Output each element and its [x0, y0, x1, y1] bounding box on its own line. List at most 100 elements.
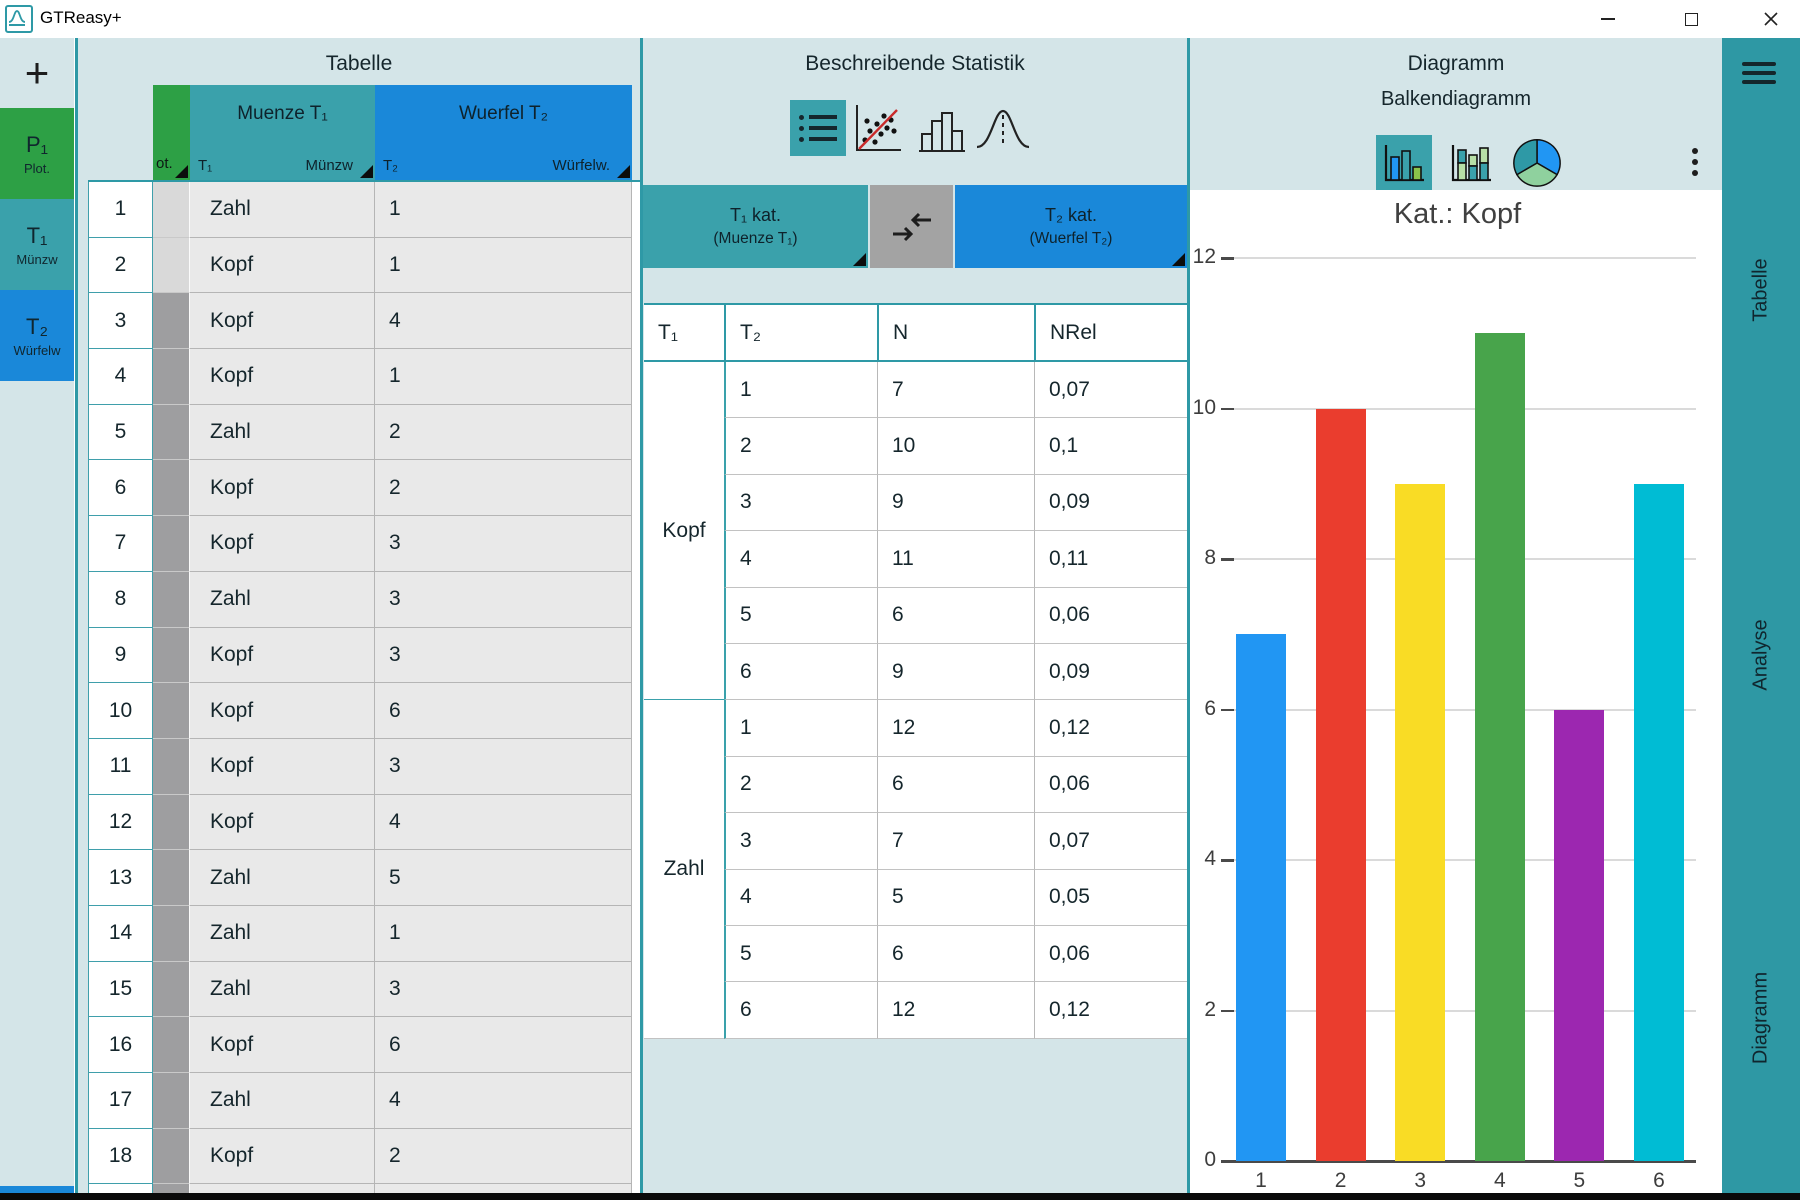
nrel-cell: 0,06: [1034, 756, 1187, 814]
table-row[interactable]: 11 Kopf 3: [88, 738, 643, 795]
table-row[interactable]: 7 Kopf 3: [88, 516, 643, 572]
row-number: 8: [88, 571, 153, 628]
table-row[interactable]: [88, 1184, 643, 1195]
t1-value: Kopf: [190, 627, 375, 684]
table-panel-title: Tabelle: [325, 52, 393, 75]
plot-flag-cell[interactable]: [153, 794, 190, 851]
sidebar-button-T1[interactable]: T₁ Münzw: [0, 199, 74, 290]
plot-flag-cell[interactable]: [153, 182, 190, 238]
sidebar-item-tabelle[interactable]: Tabelle: [1749, 258, 1772, 322]
nrel-cell: 0,07: [1034, 813, 1187, 870]
row-number: 1: [88, 182, 153, 238]
plot-flag-cell[interactable]: [153, 1017, 190, 1073]
plot-column-header[interactable]: ot.: [153, 85, 190, 180]
t2-cell: 1: [724, 700, 877, 757]
t2-category-label: T₂ kat.: [1045, 205, 1097, 225]
table-row[interactable]: 3 Kopf 4: [88, 293, 643, 350]
t2-column-header[interactable]: Wuerfel T₂ T₂ Würfelw.: [375, 85, 632, 180]
y-axis-tick: [1221, 1009, 1234, 1012]
table-row[interactable]: 6 Kopf 2: [88, 460, 643, 517]
sidebar-item-diagramm[interactable]: Diagramm: [1749, 971, 1772, 1065]
gridline: [1234, 257, 1696, 259]
stacked-bar-chart-icon[interactable]: [1442, 135, 1500, 190]
plot-flag-cell[interactable]: [153, 571, 190, 628]
freq-header[interactable]: T₂: [724, 305, 877, 362]
normal-curve-icon[interactable]: [973, 100, 1033, 156]
plot-flag-cell[interactable]: [153, 850, 190, 906]
plot-flag-cell[interactable]: [153, 237, 190, 294]
t1-category-button[interactable]: T₁ kat. (Muenze T₁): [643, 185, 868, 268]
freq-header[interactable]: N: [877, 305, 1034, 362]
freq-header[interactable]: NRel: [1034, 305, 1187, 362]
plot-flag-cell[interactable]: [153, 516, 190, 572]
table-row[interactable]: 17 Zahl 4: [88, 1073, 643, 1129]
t2-cell: 5: [724, 587, 877, 644]
gridline: [1234, 558, 1696, 560]
plot-flag-cell[interactable]: [153, 738, 190, 795]
plot-flag-cell[interactable]: [153, 404, 190, 461]
t2-value: 1: [375, 237, 632, 294]
table-row[interactable]: 2 Kopf 1: [88, 237, 643, 294]
sidebar-button-T2[interactable]: T₂ Würfelw: [0, 290, 74, 381]
table-row[interactable]: 4 Kopf 1: [88, 349, 643, 405]
plot-flag-cell[interactable]: [153, 349, 190, 405]
restore-icon: [1684, 8, 1701, 26]
row-number: 18: [88, 1128, 153, 1185]
sidebar-item-analyse[interactable]: Analyse: [1749, 619, 1772, 691]
table-row[interactable]: 9 Kopf 3: [88, 627, 643, 684]
t1-value: Zahl: [190, 571, 375, 628]
plot-flag-cell[interactable]: [153, 1184, 190, 1195]
x-axis-label: 5: [1573, 1169, 1586, 1192]
plot-flag-cell[interactable]: [153, 683, 190, 739]
n-cell: 6: [877, 587, 1034, 644]
scatter-plot-icon[interactable]: [850, 100, 904, 156]
menu-button[interactable]: [1742, 62, 1776, 84]
table-row[interactable]: 18 Kopf 2: [88, 1128, 643, 1185]
table-row[interactable]: 16 Kopf 6: [88, 1017, 643, 1073]
t2-cell: 6: [724, 982, 877, 1039]
histogram-icon[interactable]: [915, 100, 967, 156]
chart-bar: [1634, 483, 1684, 1161]
table-row[interactable]: 15 Zahl 3: [88, 961, 643, 1018]
plot-flag-cell[interactable]: [153, 1128, 190, 1185]
close-button[interactable]: [1748, 0, 1794, 38]
swap-variables-button[interactable]: [870, 185, 953, 268]
n-cell: 10: [877, 418, 1034, 475]
table-row[interactable]: 5 Zahl 2: [88, 404, 643, 461]
plot-flag-cell[interactable]: [153, 460, 190, 517]
next-button-partial[interactable]: [0, 1186, 74, 1193]
left-sidebar: + P₁ Plot. T₁ Münzw T₂ Würfelw: [0, 38, 74, 1193]
freq-header[interactable]: T₁: [644, 305, 724, 362]
t1-column-header[interactable]: Muenze T₁ T₁ Münzw: [190, 85, 375, 180]
data-table-body: 1 Zahl 1 2 Kopf 1 3 Kopf 4 4 Kopf 1 5 Zahl 2 6 Kopf 2 7 Kop…: [88, 180, 643, 1195]
t2-column-unit: Würfelw.: [552, 157, 610, 174]
minimize-button[interactable]: [1585, 0, 1631, 38]
more-options-button[interactable]: [1692, 148, 1698, 176]
plot-flag-cell[interactable]: [153, 961, 190, 1018]
table-row[interactable]: 10 Kopf 6: [88, 683, 643, 739]
pie-chart-icon[interactable]: [1508, 135, 1566, 190]
bar-chart-icon[interactable]: [1376, 135, 1432, 190]
sidebar-button-P1[interactable]: P₁ Plot.: [0, 108, 74, 199]
t2-cell: 4: [724, 869, 877, 926]
t2-value: 3: [375, 738, 632, 795]
table-row[interactable]: 8 Zahl 3: [88, 571, 643, 628]
row-number: 4: [88, 349, 153, 405]
plot-flag-cell[interactable]: [153, 627, 190, 684]
table-row[interactable]: 14 Zahl 1: [88, 905, 643, 962]
t2-category-button[interactable]: T₂ kat. (Wuerfel T₂): [955, 185, 1187, 268]
restore-button[interactable]: [1668, 0, 1714, 38]
table-row[interactable]: 13 Zahl 5: [88, 850, 643, 906]
plot-flag-cell[interactable]: [153, 293, 190, 350]
table-row[interactable]: 12 Kopf 4: [88, 794, 643, 851]
plot-flag-cell[interactable]: [153, 1073, 190, 1129]
table-row[interactable]: 1 Zahl 1: [88, 182, 643, 238]
n-cell: 9: [877, 643, 1034, 701]
list-view-icon[interactable]: [790, 100, 846, 156]
gridline: [1234, 859, 1696, 861]
add-plot-button[interactable]: +: [24, 49, 50, 96]
diagram-header: Diagramm Balkendiagramm: [1190, 38, 1722, 190]
plot-flag-cell[interactable]: [153, 905, 190, 962]
y-axis-tick: [1221, 558, 1234, 561]
t2-value: 4: [375, 1073, 632, 1129]
